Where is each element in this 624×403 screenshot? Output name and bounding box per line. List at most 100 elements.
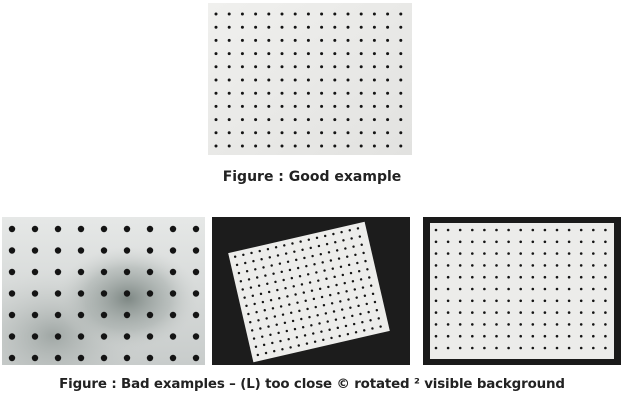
grid-dot	[304, 299, 307, 302]
grid-dot	[257, 284, 261, 287]
grid-dot	[303, 256, 306, 260]
grid-dot	[271, 341, 274, 345]
grid-dot	[567, 264, 571, 267]
grid-dot	[579, 275, 583, 279]
grid-dot	[567, 240, 571, 244]
grid-dot	[495, 264, 498, 267]
grid-dot	[54, 268, 62, 276]
grid-dot	[334, 241, 337, 244]
grid-dot	[8, 225, 16, 233]
grid-dot	[471, 299, 474, 303]
grid-dot	[233, 255, 237, 258]
grid-dot	[519, 334, 522, 338]
grid-dot	[458, 228, 462, 232]
grid-dot	[272, 272, 275, 275]
grid-dot	[311, 254, 314, 258]
grid-dot	[252, 259, 255, 263]
grid-dot	[31, 333, 39, 340]
grid-dot	[320, 330, 323, 333]
grid-dot	[31, 225, 39, 233]
grid-dot	[327, 251, 331, 254]
grid-dot	[359, 25, 363, 29]
grid-dot	[531, 264, 535, 267]
grid-dot	[77, 268, 85, 276]
grid-dot	[555, 252, 559, 255]
grid-dot	[321, 261, 324, 264]
grid-dot	[341, 308, 344, 311]
grid-dot	[262, 266, 265, 269]
grid-dot	[346, 255, 349, 258]
grid-dot	[146, 225, 154, 233]
grid-dot	[264, 351, 268, 355]
grid-dot	[261, 300, 265, 304]
grid-dot	[227, 65, 231, 69]
grid-dot	[567, 275, 571, 279]
grid-dot	[372, 91, 376, 95]
grid-dot	[273, 315, 277, 318]
grid-dot	[446, 264, 450, 267]
grid-dot	[543, 252, 547, 255]
grid-dot	[252, 337, 256, 340]
grid-dot	[495, 275, 498, 279]
grid-dot	[346, 91, 350, 95]
grid-dot	[320, 65, 324, 69]
grid-dot	[261, 335, 264, 338]
grid-dot	[320, 104, 324, 108]
grid-dot	[214, 118, 218, 122]
grid-dot	[300, 283, 304, 286]
grid-dot	[322, 338, 325, 342]
grid-dot	[434, 334, 438, 338]
grid-dot	[338, 334, 341, 338]
grid-dot	[306, 307, 309, 311]
grid-dot	[333, 12, 337, 16]
grid-dot	[333, 65, 337, 69]
grid-dot	[483, 228, 486, 232]
grid-dot	[309, 246, 312, 250]
grid-dot	[214, 104, 218, 108]
grid-dot	[372, 12, 376, 16]
grid-dot	[280, 270, 283, 274]
grid-dot	[592, 264, 595, 267]
grid-dot	[355, 296, 358, 299]
grid-dot	[446, 323, 450, 326]
grid-dot	[531, 334, 535, 338]
grid-dot	[192, 290, 200, 297]
grid-dot	[293, 250, 296, 253]
grid-dot	[308, 281, 312, 284]
grid-dot	[254, 78, 258, 82]
grid-dot	[446, 240, 450, 244]
grid-dot	[346, 131, 350, 135]
grid-dot	[227, 38, 231, 42]
grid-dot	[592, 299, 595, 303]
grid-dot	[192, 354, 200, 362]
grid-dot	[280, 65, 284, 69]
grid-dot	[169, 225, 177, 233]
grid-dot	[77, 225, 85, 233]
grid-dot	[555, 346, 559, 350]
grid-dot	[77, 247, 85, 254]
grid-dot	[267, 91, 271, 95]
grid-dot	[123, 225, 131, 233]
grid-dot	[214, 131, 218, 135]
grid-dot	[359, 91, 363, 95]
grid-dot	[507, 228, 510, 232]
grid-dot	[287, 337, 290, 341]
grid-dot	[320, 131, 324, 135]
grid-dot	[316, 314, 319, 317]
grid-dot	[359, 312, 362, 316]
grid-dot	[349, 306, 352, 309]
grid-dot	[519, 264, 522, 267]
grid-dot	[495, 287, 498, 291]
grid-dot	[371, 292, 375, 296]
grid-dot	[483, 252, 486, 255]
grid-dot	[294, 293, 297, 296]
grid-dot	[267, 65, 271, 69]
grid-dot	[284, 286, 287, 290]
grid-dot	[273, 349, 276, 353]
grid-dot	[434, 323, 438, 326]
grid-dot	[555, 287, 559, 291]
grid-dot	[280, 38, 284, 42]
grid-dot	[555, 323, 559, 326]
grid-dot	[271, 307, 275, 310]
grid-dot	[227, 131, 231, 135]
